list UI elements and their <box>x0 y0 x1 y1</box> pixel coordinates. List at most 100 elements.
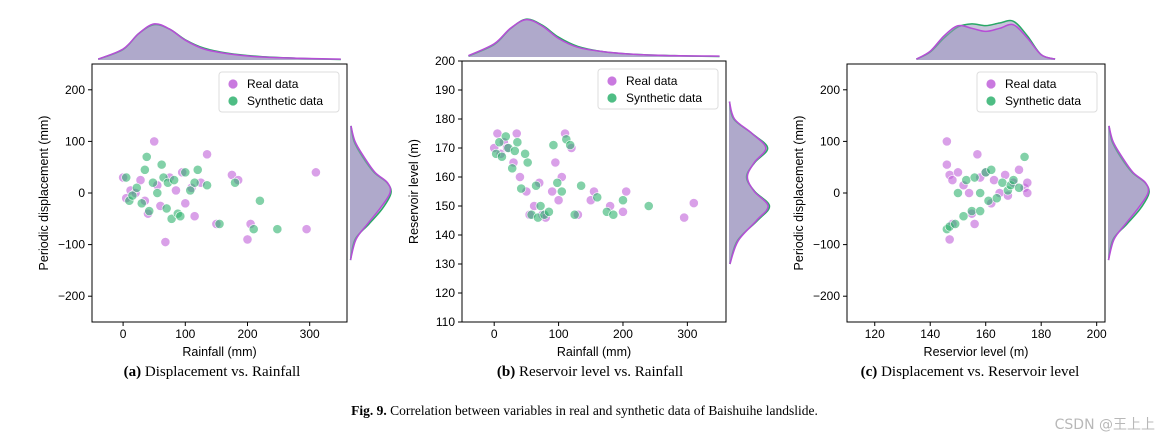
synthetic-point <box>950 219 961 229</box>
right-kde-real-fill <box>1108 125 1149 261</box>
subcaption-b: (b) Reservoir level vs. Rainfall <box>497 364 683 381</box>
legend-box <box>218 71 340 113</box>
synthetic-point <box>983 195 994 206</box>
synthetic-point <box>161 203 172 214</box>
synthetic-point <box>569 209 580 220</box>
real-point <box>202 149 212 160</box>
synthetic-point <box>535 201 546 211</box>
y-tick-label: 100 <box>820 134 840 148</box>
synthetic-point <box>556 186 567 197</box>
synthetic-point <box>552 177 563 188</box>
x-tick-label: 120 <box>865 327 885 341</box>
legend-synthetic-marker <box>607 93 617 103</box>
synthetic-point <box>966 206 977 216</box>
subcaption-a: (a) Displacement vs. Rainfall <box>124 364 301 381</box>
synthetic-point <box>618 195 628 206</box>
top-kde-real <box>915 23 1056 60</box>
panel-a: 0 100 200 300 −200 −100 0 100 200 Rainfall (mm) Pe… <box>37 23 392 359</box>
synthetic-point <box>131 182 142 193</box>
y-tick-label: 120 <box>435 286 455 300</box>
synthetic-point <box>516 183 527 194</box>
real-point <box>621 186 632 197</box>
synthetic-point <box>139 164 150 175</box>
real-point <box>515 172 525 182</box>
synthetic-point <box>127 190 138 201</box>
synthetic-point <box>961 175 972 185</box>
synthetic-point <box>136 198 147 209</box>
y-tick-label: 180 <box>435 112 455 126</box>
subcaption-c-letter: (c) <box>860 364 878 380</box>
synthetic-point <box>548 140 559 150</box>
synthetic-point <box>192 164 203 175</box>
real-point <box>311 167 321 178</box>
right-kde-real <box>1107 125 1150 261</box>
y-tick-label: 190 <box>435 83 455 97</box>
y-tick-label: 160 <box>435 170 455 184</box>
y-tick-label: 200 <box>65 83 85 97</box>
synthetic-point <box>544 206 554 217</box>
real-point <box>1014 164 1024 175</box>
legend-real-marker <box>607 76 617 86</box>
synthetic-point <box>214 219 225 229</box>
y-tick-label: 110 <box>436 315 455 329</box>
synthetic-point <box>975 188 986 198</box>
right-kde-real <box>728 101 769 265</box>
synthetic-point <box>1014 182 1024 193</box>
legend-synthetic-marker <box>228 96 238 106</box>
real-point <box>618 206 628 217</box>
y-tick-label: −200 <box>58 289 85 303</box>
real-point <box>149 136 160 147</box>
subcaption-a-letter: (a) <box>123 364 142 380</box>
y-tick-label: 0 <box>78 186 85 200</box>
top-kde-real <box>97 23 341 60</box>
real-point <box>941 159 952 170</box>
y-tick-label: 0 <box>833 186 840 200</box>
synthetic-point <box>608 209 619 220</box>
top-kde-real-fill <box>916 24 1056 60</box>
synthetic-point <box>189 177 200 188</box>
real-point <box>972 149 983 160</box>
y-axis-label: Periodic displacement (mm) <box>792 116 806 271</box>
figure-caption-text: Correlation between variables in real an… <box>390 403 818 418</box>
legend-box <box>597 68 719 110</box>
synthetic-point <box>643 201 654 211</box>
right-kde-real-fill <box>350 125 391 261</box>
synthetic-point <box>576 180 587 191</box>
legend-real-marker <box>228 79 238 89</box>
synthetic-point <box>202 180 212 191</box>
x-axis-label: Rainfall (mm) <box>557 345 631 359</box>
real-point <box>242 234 253 245</box>
y-tick-label: 170 <box>435 141 455 155</box>
real-point <box>1022 188 1033 198</box>
y-tick-label: 150 <box>435 199 455 213</box>
legend-synthetic-marker <box>986 96 996 106</box>
y-axis-label: Periodic displacement (mm) <box>37 116 51 271</box>
real-point <box>947 175 958 185</box>
top-kde-real-fill <box>468 19 720 57</box>
figure-caption: Fig. 9. Correlation between variables in… <box>0 403 1169 419</box>
x-tick-label: 0 <box>491 327 498 341</box>
x-tick-label: 300 <box>677 327 697 341</box>
synthetic-point <box>144 206 155 216</box>
y-tick-label: 100 <box>65 134 85 148</box>
subcaption-b-text: Reservoir level vs. Rainfall <box>518 364 684 380</box>
x-tick-label: 180 <box>1031 327 1051 341</box>
real-point <box>301 224 312 235</box>
x-axis-label: Rainfall (mm) <box>182 345 256 359</box>
y-tick-label: −100 <box>813 238 840 252</box>
subcaption-c: (c) Displacement vs. Reservoir level <box>861 364 1080 381</box>
synthetic-point <box>958 211 969 222</box>
legend-real-label: Real data <box>626 74 678 88</box>
synthetic-point <box>169 175 179 185</box>
panel-b: 0 100 200 300 110 120 130 140 150 160 170 180 190 200… <box>407 18 771 359</box>
real-point <box>679 212 690 223</box>
legend-real-label: Real data <box>1005 77 1057 91</box>
real-point <box>688 198 699 208</box>
x-tick-label: 300 <box>300 327 320 341</box>
synthetic-point <box>1008 175 1019 185</box>
x-tick-label: 140 <box>920 327 940 341</box>
y-tick-label: 130 <box>435 257 455 271</box>
right-kde-real <box>349 125 392 261</box>
y-tick-label: 140 <box>435 228 455 242</box>
